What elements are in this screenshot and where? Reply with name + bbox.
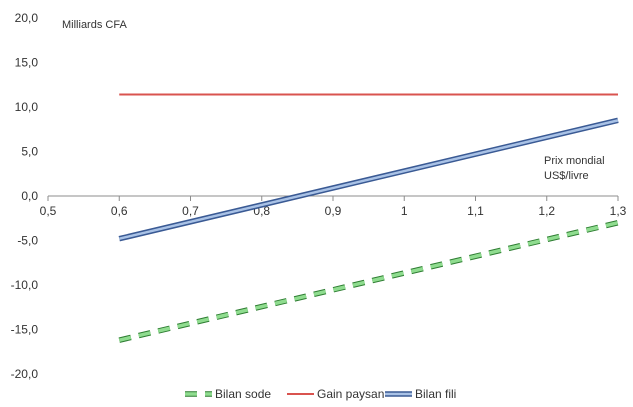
y-tick-label: 20,0	[15, 11, 39, 25]
y-axis-ticks: 20,0 15,0 10,0 5,0 0,0 -5,0 -10,0 -15,0 -20,0	[11, 11, 39, 381]
series-lines	[118, 93, 619, 343]
y-tick-label: 5,0	[21, 145, 38, 159]
y-tick-label: -10,0	[11, 278, 39, 292]
y-tick-label: -5,0	[17, 234, 38, 248]
y-tick-label: -15,0	[11, 323, 39, 337]
legend-label: Bilan fili	[415, 387, 456, 401]
legend: Bilan sode Gain paysan Bilan fili	[185, 387, 456, 401]
x-axis-label-line-2: US$/livre	[544, 170, 589, 182]
legend-label: Bilan sode	[215, 387, 271, 401]
x-tick-label: 0,7	[182, 204, 199, 218]
x-tick-label: 0,5	[40, 204, 57, 218]
x-tick-label: 1,3	[610, 204, 627, 218]
x-tick-label: 1	[401, 204, 408, 218]
y-tick-label: 10,0	[15, 100, 39, 114]
legend-label: Gain paysan	[317, 387, 384, 401]
x-tick-label: 0,6	[111, 204, 128, 218]
y-tick-label: 15,0	[15, 56, 39, 70]
series-bilan-sode-line-outline	[118, 220, 619, 343]
y-axis-label: Milliards CFA	[62, 19, 127, 31]
series-bilan-fili-line	[118, 119, 619, 240]
x-axis-label-line-1: Prix mondial	[544, 155, 605, 167]
y-tick-label: 0,0	[21, 189, 38, 203]
y-tick-label: -20,0	[11, 367, 39, 381]
x-tick-label: 1,1	[467, 204, 484, 218]
x-tick-label: 1,2	[538, 204, 555, 218]
x-tick-label: 0,9	[325, 204, 342, 218]
series-bilan-sode-line	[118, 220, 619, 342]
x-axis: 0,5 0,6 0,7 0,8 0,9 1 1,1 1,2 1,3	[40, 195, 627, 218]
